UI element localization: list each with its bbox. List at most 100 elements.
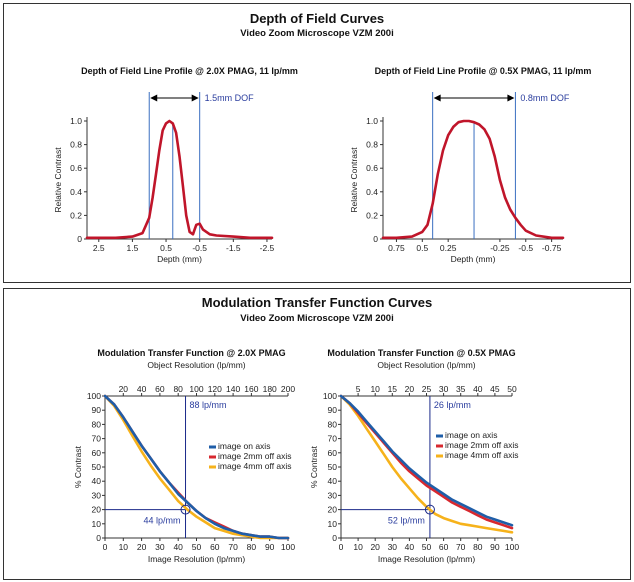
- mtf-2x-annotation-object: 88 lp/mm: [190, 400, 227, 410]
- mtf-2x-x-tick-label: 60: [210, 542, 220, 552]
- mtf-2x-x2-axis-label: Object Resolution (lp/mm): [147, 360, 245, 370]
- mtf-2x-x-tick-label: 30: [155, 542, 165, 552]
- dof-2x-y-tick-label: 0.4: [70, 187, 82, 197]
- mtf-2x-x2-tick-label: 100: [189, 384, 203, 394]
- mtf-05x-x2-tick-label: 25: [422, 384, 432, 394]
- mtf-2x-legend-label-2mm-off-axis: image 2mm off axis: [218, 451, 292, 461]
- dof-05x-y-tick-label: 0.2: [366, 210, 378, 220]
- mtf-05x-series-on-axis: [339, 394, 514, 527]
- mtf-2x-x2-tick-label: 140: [226, 384, 240, 394]
- mtf-05x-legend-label-2mm-off-axis: image 2mm off axis: [445, 440, 519, 450]
- mtf-05x-x-tick-label: 0: [339, 542, 344, 552]
- mtf-05x-x-tick-label: 70: [456, 542, 466, 552]
- mtf-2x-x-tick-label: 40: [173, 542, 183, 552]
- mtf-05x-x2-tick-label: 50: [507, 384, 517, 394]
- dof-05x-x-tick-label: -0.75: [542, 243, 562, 253]
- mtf-panel: Modulation Transfer Function Curves Vide…: [3, 288, 631, 580]
- mtf-05x-x2-tick-label: 10: [370, 384, 380, 394]
- dof-05x-y-tick-label: 0.4: [366, 187, 378, 197]
- mtf-2x-legend-label-4mm-off-axis: image 4mm off axis: [218, 461, 292, 471]
- mtf-2x-y-tick-label: 10: [92, 519, 102, 529]
- mtf-charts: Modulation Transfer Function @ 2.0X PMAG…: [73, 348, 519, 564]
- mtf-05x-x2-tick-label: 5: [356, 384, 361, 394]
- mtf-2x-x2-tick-label: 60: [155, 384, 165, 394]
- dof-05x-y-tick-label: 0: [373, 234, 378, 244]
- mtf-05x-x2-tick-label: 35: [456, 384, 466, 394]
- mtf-05x-x-tick-label: 40: [405, 542, 415, 552]
- mtf-2x-x2-tick-label: 20: [119, 384, 129, 394]
- mtf-2x-x-tick-label: 80: [247, 542, 257, 552]
- mtf-05x-y-tick-label: 10: [328, 519, 338, 529]
- dof-2x-y-tick-label: 0.6: [70, 163, 82, 173]
- dof-2x-x-tick-label: -0.5: [192, 243, 207, 253]
- mtf-2x-x2-tick-label: 80: [173, 384, 183, 394]
- mtf-05x-x-tick-label: 100: [505, 542, 519, 552]
- mtf-05x-legend-swatch-on-axis: [436, 434, 443, 438]
- mtf-2x-x-axis-label: Image Resolution (lp/mm): [148, 554, 245, 564]
- mtf-05x-x-tick-label: 80: [473, 542, 483, 552]
- dof-section-subtitle: Video Zoom Microscope VZM 200i: [240, 28, 394, 39]
- mtf-2x-x2-tick-label: 200: [281, 384, 295, 394]
- mtf-2x-y-tick-label: 50: [92, 462, 102, 472]
- mtf-05x-y-tick-label: 0: [332, 533, 337, 543]
- mtf-05x-legend-label-on-axis: image on axis: [445, 430, 497, 440]
- mtf-05x-y-tick-label: 90: [328, 405, 338, 415]
- dof-2x-x-tick-label: 1.5: [126, 243, 138, 253]
- dof-05x-dof-arrow-left-head: [433, 94, 441, 102]
- mtf-05x-x2-tick-label: 45: [490, 384, 500, 394]
- dof-05x-x-tick-label: -0.25: [490, 243, 510, 253]
- mtf-05x-legend-swatch-2mm-off-axis: [436, 444, 443, 448]
- dof-2x-dof-curve: [85, 119, 274, 240]
- mtf-05x-x2-tick-label: 40: [473, 384, 483, 394]
- mtf-2x-x-tick-label: 20: [137, 542, 147, 552]
- mtf-2x-x-tick-label: 70: [228, 542, 238, 552]
- mtf-section-subtitle: Video Zoom Microscope VZM 200i: [240, 313, 394, 324]
- mtf-2x-x2-tick-label: 40: [137, 384, 147, 394]
- dof-2x-x-tick-label: -1.5: [226, 243, 241, 253]
- mtf-2x-legend-swatch-on-axis: [209, 445, 216, 449]
- mtf-2x-y-axis-label: % Contrast: [73, 445, 83, 488]
- dof-2x-y-tick-label: 1.0: [70, 116, 82, 126]
- mtf-05x-x-axis-label: Image Resolution (lp/mm): [378, 554, 475, 564]
- dof-05x-y-tick-label: 1.0: [366, 116, 378, 126]
- mtf-05x-x2-axis-label: Object Resolution (lp/mm): [377, 360, 475, 370]
- dof-2x-x-tick-label: 2.5: [93, 243, 105, 253]
- dof-05x-x-tick-label: -0.5: [518, 243, 533, 253]
- mtf-2x-x2-tick-label: 180: [263, 384, 277, 394]
- mtf-2x-y-tick-label: 30: [92, 490, 102, 500]
- dof-05x-y-axis-label: Relative Contrast: [349, 147, 359, 213]
- mtf-05x-legend-swatch-4mm-off-axis: [436, 454, 443, 458]
- mtf-05x-x-tick-label: 60: [439, 542, 449, 552]
- mtf-05x-y-tick-label: 70: [328, 434, 338, 444]
- mtf-05x-x2-tick-label: 15: [388, 384, 398, 394]
- mtf-2x-x2-tick-label: 120: [208, 384, 222, 394]
- dof-05x-x-tick-label: 0.75: [388, 243, 405, 253]
- mtf-2x-legend-swatch-4mm-off-axis: [209, 465, 216, 469]
- dof-05x-x-tick-label: 0.25: [440, 243, 457, 253]
- mtf-05x-annotation-object: 26 lp/mm: [434, 400, 471, 410]
- mtf-2x-y-tick-label: 80: [92, 419, 102, 429]
- mtf-2x-x-tick-label: 90: [265, 542, 275, 552]
- mtf-2x-series-4mm-off-axis: [103, 394, 290, 540]
- mtf-2x-chart-title: Modulation Transfer Function @ 2.0X PMAG: [97, 348, 285, 358]
- mtf-05x-x-tick-label: 10: [353, 542, 363, 552]
- mtf-05x-y-axis-label: % Contrast: [309, 445, 319, 488]
- mtf-2x-y-tick-label: 100: [87, 391, 101, 401]
- dof-05x-x-tick-label: 0.5: [416, 243, 428, 253]
- dof-section-title: Depth of Field Curves: [249, 11, 385, 26]
- mtf-2x-legend-swatch-2mm-off-axis: [209, 455, 216, 459]
- dof-05x-y-tick-label: 0.6: [366, 163, 378, 173]
- mtf-05x-y-tick-label: 50: [328, 462, 338, 472]
- mtf-2x-x2-tick-label: 160: [244, 384, 258, 394]
- dof-05x-dof-curve: [381, 119, 565, 240]
- mtf-2x-y-tick-label: 70: [92, 434, 102, 444]
- mtf-2x-y-tick-label: 40: [92, 476, 102, 486]
- mtf-05x-x-tick-label: 30: [388, 542, 398, 552]
- mtf-05x-x-tick-label: 20: [370, 542, 380, 552]
- mtf-05x-annotation-image: 52 lp/mm: [388, 516, 425, 526]
- dof-05x-dof-annotation: 0.8mm DOF: [520, 93, 570, 103]
- mtf-05x-y-tick-label: 20: [328, 505, 338, 515]
- mtf-2x-annotation-image: 44 lp/mm: [144, 516, 181, 526]
- mtf-05x-x-tick-label: 50: [422, 542, 432, 552]
- mtf-2x-series-on-axis: [103, 394, 290, 540]
